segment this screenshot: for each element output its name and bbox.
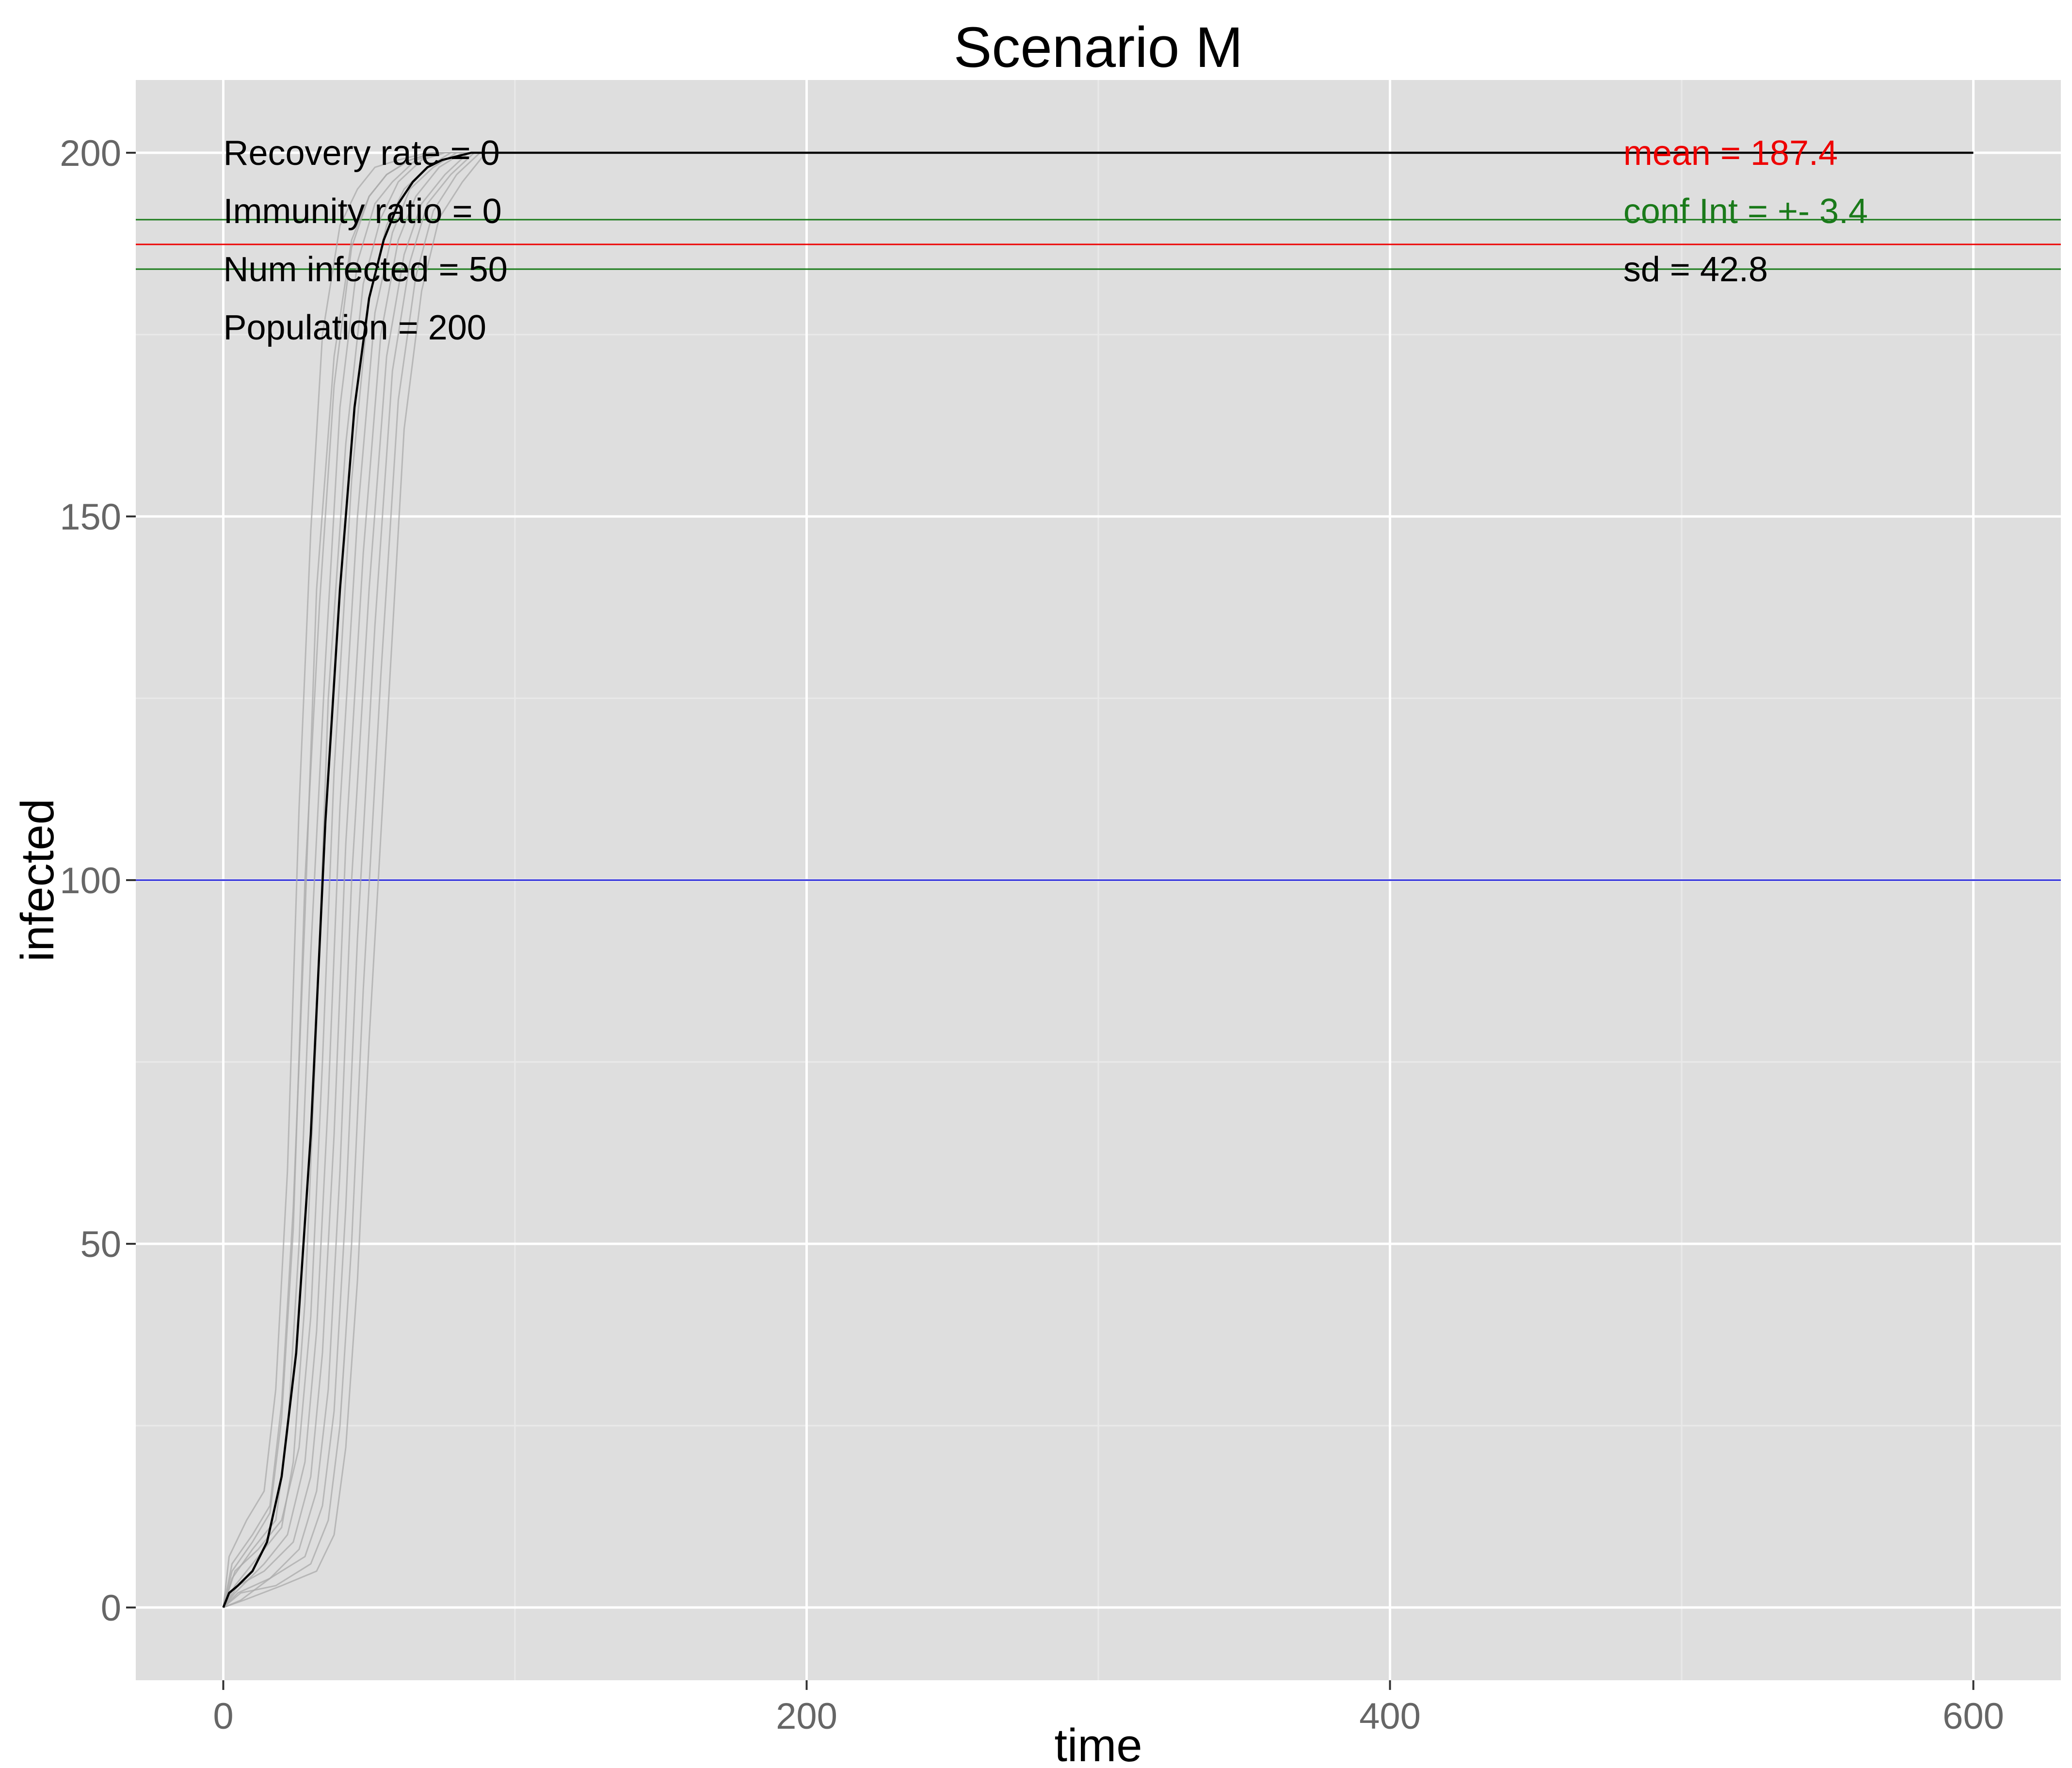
run-line (223, 152, 550, 1608)
y-tick-label: 100 (60, 860, 121, 901)
annotation-right: sd = 42.8 (1623, 250, 1768, 289)
x-tick-label: 0 (213, 1696, 233, 1737)
y-tick-label: 150 (60, 497, 121, 538)
mean-curve (222, 151, 1974, 1608)
y-tick-label: 50 (80, 1224, 121, 1265)
chart-title: Scenario M (954, 16, 1243, 80)
run-line (223, 152, 515, 1608)
stats-annotations: mean = 187.4 conf Int = +- 3.4 sd = 42.8 (1623, 134, 1868, 289)
annotation-left: Immunity ratio = 0 (223, 192, 501, 231)
y-tick-label: 0 (101, 1588, 121, 1629)
x-tick-label: 600 (1943, 1696, 2004, 1737)
annotation-left: Population = 200 (223, 308, 486, 347)
y-tick-label: 200 (60, 133, 121, 174)
run-line (223, 152, 579, 1608)
x-tick-label: 400 (1359, 1696, 1421, 1737)
run-line (223, 152, 568, 1608)
run-line (223, 152, 539, 1608)
reference-lines (136, 219, 2061, 881)
y-axis-label: infected (12, 799, 64, 962)
annotation-left: Num infected = 50 (223, 250, 507, 289)
annotation-left: Recovery rate = 0 (223, 134, 499, 173)
x-axis: 0 200 400 600 (213, 1680, 2004, 1737)
annotation-right: mean = 187.4 (1623, 134, 1838, 173)
run-line (223, 152, 530, 1608)
parameter-annotations: Recovery rate = 0 Immunity ratio = 0 Num i… (223, 134, 507, 347)
run-line (223, 152, 509, 1608)
y-axis: 0 50 100 150 200 (60, 133, 136, 1629)
run-line (223, 152, 574, 1608)
x-axis-label: time (1054, 1720, 1142, 1768)
series-lines (222, 151, 1974, 1608)
run-line (223, 152, 559, 1608)
annotation-right: conf Int = +- 3.4 (1623, 192, 1868, 231)
x-tick-label: 200 (776, 1696, 837, 1737)
run-line (223, 152, 521, 1608)
